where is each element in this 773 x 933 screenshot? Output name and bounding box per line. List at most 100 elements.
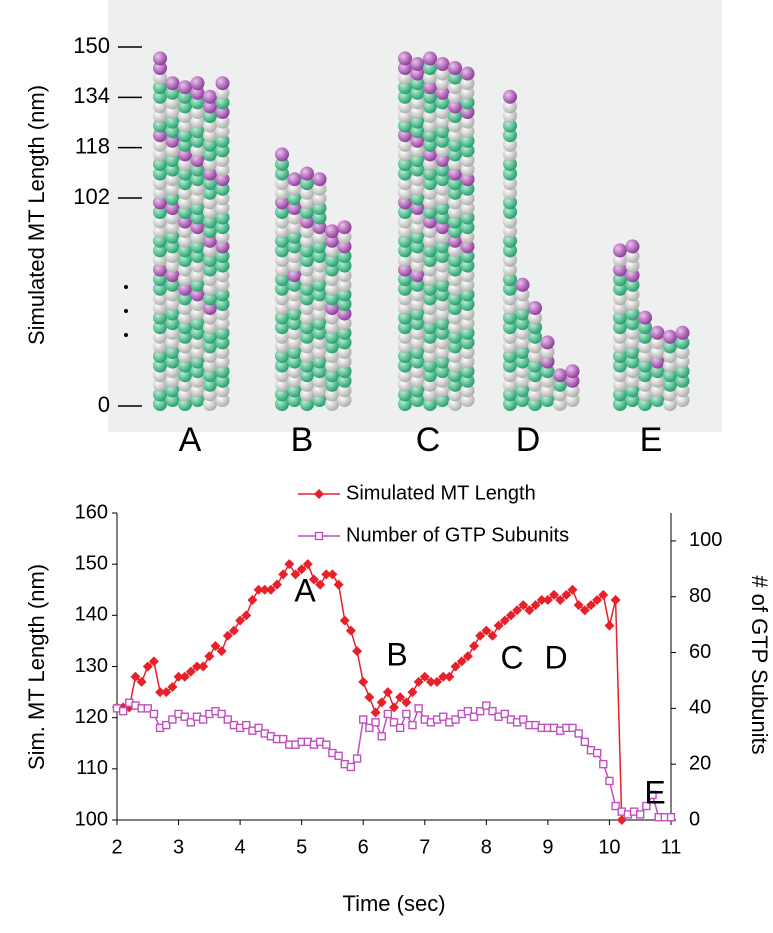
subunit [337, 335, 352, 350]
subunit [515, 383, 530, 398]
subunit [460, 201, 475, 215]
point [395, 723, 405, 733]
subunit [625, 335, 640, 350]
subunit [460, 345, 475, 359]
point [493, 620, 504, 631]
subunit [503, 262, 517, 277]
subunit [215, 383, 230, 398]
subunit [515, 316, 530, 331]
x-tick-label: 4 [235, 836, 246, 858]
subunit [190, 383, 205, 398]
subunit [423, 329, 437, 344]
subunit [215, 268, 230, 283]
subunit [503, 109, 517, 123]
subunit [178, 243, 192, 258]
subunit [423, 89, 437, 104]
subunit [398, 99, 412, 114]
subunit [287, 297, 302, 311]
point [259, 584, 270, 595]
microtubule [503, 89, 580, 411]
point [290, 569, 301, 580]
y2-tick-label: 60 [689, 641, 711, 663]
subunit [398, 253, 412, 267]
subunit [398, 368, 412, 383]
subunit [275, 185, 289, 200]
y2-tick-label: 0 [689, 808, 700, 830]
subunit [190, 393, 205, 407]
subunit [528, 368, 542, 383]
point [321, 569, 332, 580]
microtubule [153, 51, 230, 411]
subunit [178, 185, 192, 200]
subunit [448, 272, 462, 287]
point [242, 720, 251, 730]
subunit [423, 397, 437, 411]
subunit [312, 325, 327, 340]
point [247, 594, 258, 605]
subunit [435, 393, 450, 407]
point [512, 605, 523, 616]
point [408, 720, 417, 730]
subunit [337, 373, 352, 388]
legend-label: Number of GTP Subunits [346, 524, 569, 546]
subunit [165, 373, 180, 388]
subunit [300, 214, 314, 229]
subunit [460, 85, 475, 100]
subunit [178, 128, 192, 143]
subunit [460, 66, 475, 81]
point [216, 646, 227, 657]
subunit [638, 397, 652, 411]
subunit [215, 258, 230, 273]
subunit [203, 320, 217, 335]
subunit [300, 281, 314, 296]
subunit [287, 316, 302, 331]
subunit [503, 253, 517, 267]
subunit [190, 335, 205, 350]
subunit [215, 181, 230, 196]
subunit [423, 205, 437, 219]
point [371, 718, 380, 727]
subunit [410, 383, 425, 398]
subunit [165, 249, 180, 263]
point [185, 666, 196, 677]
point [241, 610, 252, 621]
subunit [203, 377, 217, 392]
subunit [448, 214, 462, 229]
point [278, 569, 289, 580]
y-tick-label: 118 [75, 133, 110, 158]
subunit [203, 368, 217, 383]
subunit [165, 114, 180, 129]
subunit [165, 143, 180, 158]
subunit [203, 137, 217, 152]
subunit [448, 109, 462, 123]
subunit [215, 297, 230, 311]
subunit [215, 277, 230, 292]
subunit [448, 147, 462, 162]
subunit [300, 377, 314, 392]
subunit [625, 258, 640, 273]
subunit [663, 329, 677, 344]
point [136, 676, 147, 687]
annotation: E [644, 774, 665, 810]
subunit [178, 80, 192, 95]
subunit [312, 364, 327, 379]
point [402, 709, 411, 719]
subunit [613, 377, 627, 392]
subunit [153, 233, 167, 248]
subunit [190, 162, 205, 177]
subunit [312, 297, 327, 311]
subunit [460, 316, 475, 331]
point [592, 594, 603, 605]
y2-tick-label: 40 [689, 697, 711, 719]
subunit [460, 153, 475, 167]
subunit [190, 277, 205, 292]
subunit [515, 277, 530, 292]
subunit [448, 253, 462, 267]
subunit [423, 70, 437, 85]
subunit [410, 268, 425, 283]
subunit [337, 306, 352, 321]
point [265, 584, 276, 595]
subunit [190, 143, 205, 158]
point [364, 692, 375, 703]
subunit [613, 387, 627, 402]
